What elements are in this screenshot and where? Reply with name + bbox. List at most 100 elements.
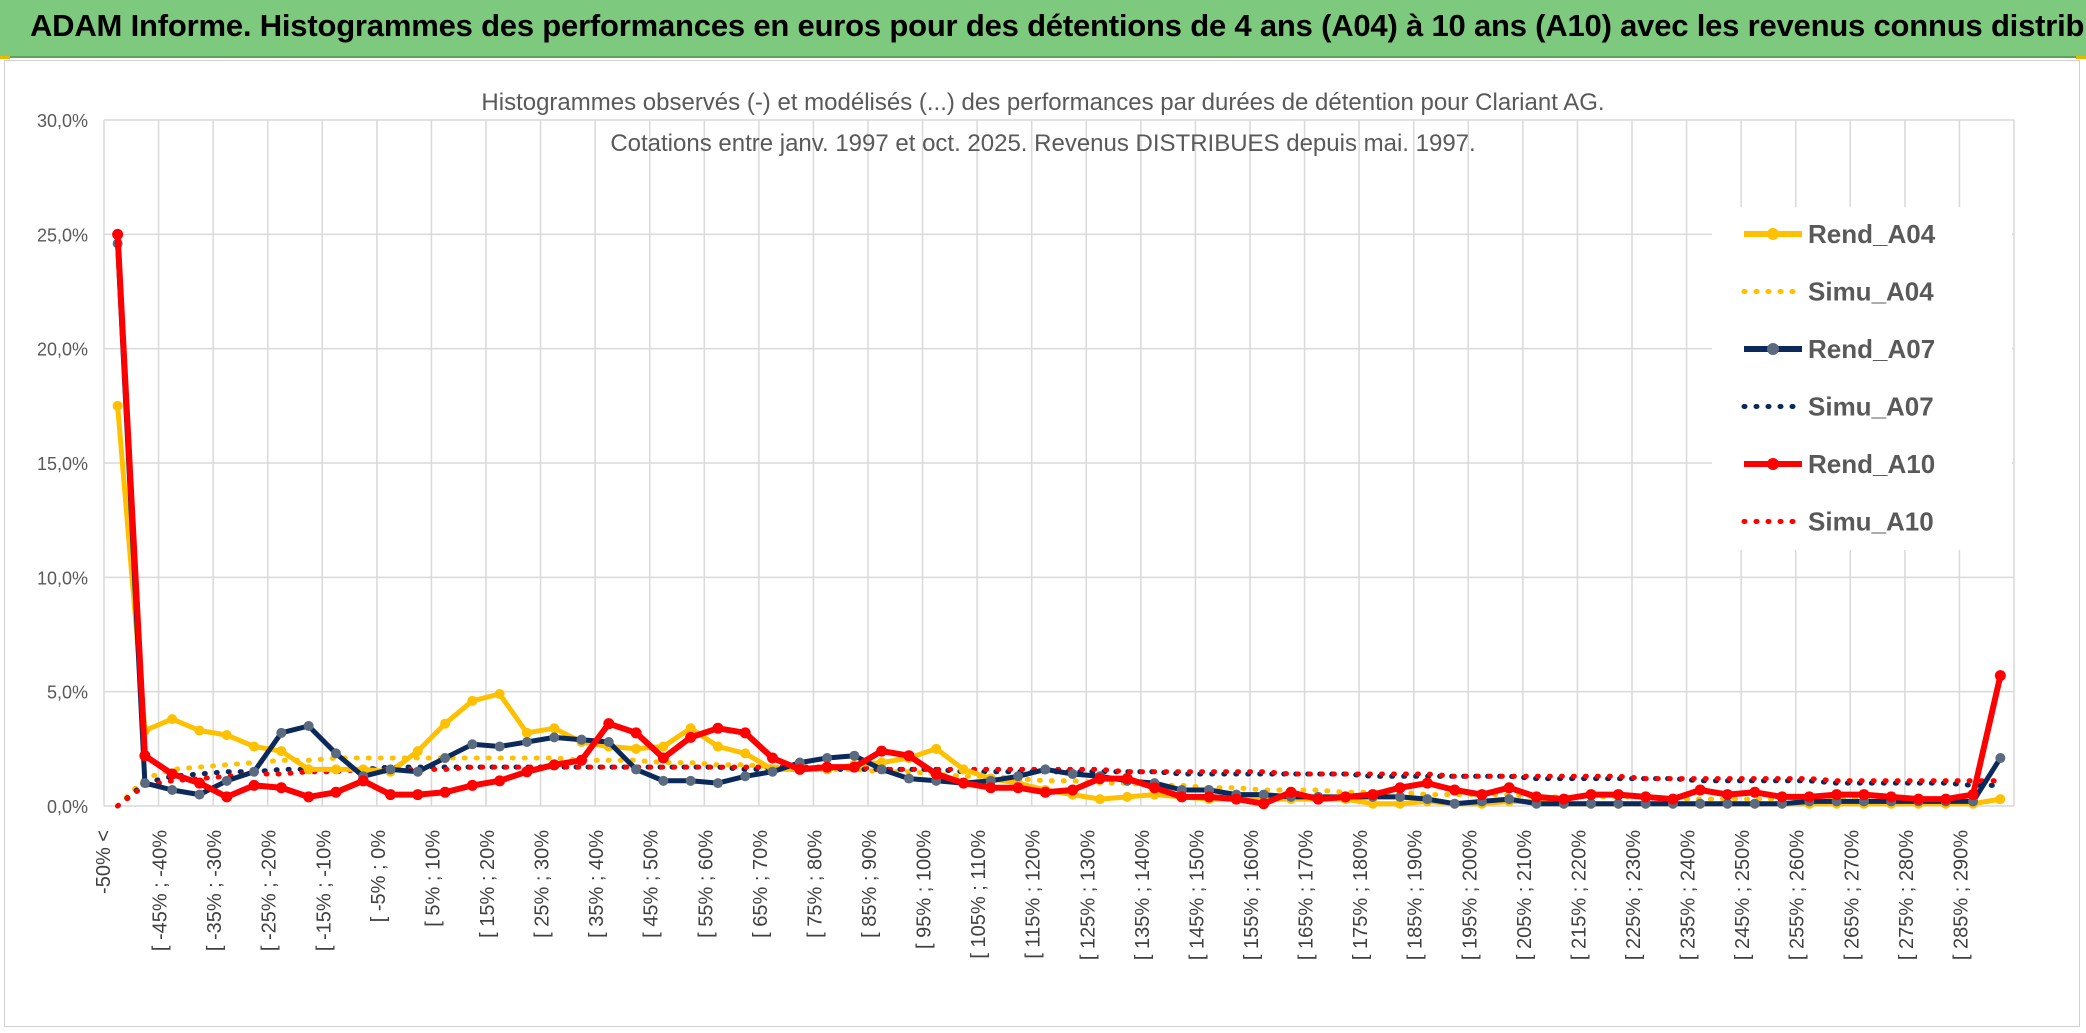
data-point-rend-a04 xyxy=(549,723,560,734)
data-point-rend-a07 xyxy=(1067,768,1078,779)
data-point-rend-a10 xyxy=(1913,793,1924,805)
data-point-rend-a10 xyxy=(194,777,205,789)
x-tick-label: [ 265% ; 270% xyxy=(1841,830,1863,960)
data-point-rend-a10 xyxy=(1667,793,1679,805)
y-tick-label: 15,0% xyxy=(37,454,88,474)
data-point-rend-a07 xyxy=(658,775,669,786)
data-point-rend-a07 xyxy=(603,736,614,747)
report-title: ADAM Informe. Histogrammes des performan… xyxy=(30,8,2086,43)
data-point-rend-a07 xyxy=(1613,798,1624,809)
data-point-rend-a10 xyxy=(1394,782,1406,794)
data-point-rend-a07 xyxy=(1013,771,1024,782)
y-tick-label: 25,0% xyxy=(37,225,88,245)
y-tick-label: 0,0% xyxy=(47,797,88,817)
x-tick-label: [ 245% ; 250% xyxy=(1732,830,1754,960)
x-tick-label: [ 275% ; 280% xyxy=(1896,830,1918,960)
x-tick-label: [ 255% ; 260% xyxy=(1787,830,1809,960)
x-tick-label: [ 45% ; 50% xyxy=(641,830,663,938)
data-point-rend-a04 xyxy=(249,741,260,752)
x-tick-label: [ 105% ; 110% xyxy=(968,830,990,959)
data-point-rend-a10 xyxy=(1421,777,1433,789)
data-point-rend-a10 xyxy=(330,786,342,798)
data-point-rend-a07 xyxy=(440,752,451,763)
title-banner: ADAM Informe. Histogrammes des performan… xyxy=(0,0,2086,58)
data-point-rend-a07 xyxy=(276,727,287,738)
data-point-rend-a10 xyxy=(739,727,751,739)
data-point-rend-a07 xyxy=(1504,794,1515,805)
data-point-rend-a07 xyxy=(549,732,560,743)
chart-subtitle: Cotations entre janv. 1997 et oct. 2025.… xyxy=(610,130,1475,157)
data-point-rend-a07 xyxy=(822,752,833,763)
series-line-rend-a07 xyxy=(115,243,2003,807)
x-tick-label: -50% < xyxy=(93,830,115,894)
data-point-rend-a04 xyxy=(276,746,287,757)
data-point-rend-a10 xyxy=(630,727,642,739)
legend: Rend_A04 Simu_A04 Rend_A07 Simu_A07 Rend_A10… xyxy=(1712,207,2012,550)
legend-label: Simu_A10 xyxy=(1808,507,1934,537)
series-line-rend-a10 xyxy=(114,234,2004,807)
data-point-rend-a07 xyxy=(1258,789,1269,800)
data-point-rend-a10 xyxy=(1585,789,1597,801)
data-point-rend-a07 xyxy=(1749,798,1760,809)
data-point-rend-a07 xyxy=(494,741,505,752)
data-point-rend-a10 xyxy=(1476,789,1488,801)
data-point-rend-a07 xyxy=(1722,798,1733,809)
data-point-rend-a07 xyxy=(876,764,887,775)
data-point-rend-a10 xyxy=(466,779,478,791)
x-tick-label: [ -15% ; -10% xyxy=(313,830,335,951)
data-point-rend-a10 xyxy=(712,722,724,734)
data-point-rend-a04 xyxy=(112,400,123,411)
data-point-rend-a10 xyxy=(1285,786,1297,798)
data-point-rend-a07 xyxy=(576,734,587,745)
legend-marker xyxy=(1767,343,1779,355)
data-point-rend-a10 xyxy=(1121,773,1133,785)
data-point-rend-a07 xyxy=(467,739,478,750)
data-point-rend-a07 xyxy=(740,771,751,782)
data-point-rend-a04 xyxy=(876,757,887,768)
data-point-rend-a04 xyxy=(221,730,232,741)
data-point-rend-a10 xyxy=(166,768,178,780)
data-point-rend-a10 xyxy=(1367,789,1379,801)
corner-mark xyxy=(0,56,10,59)
data-point-rend-a10 xyxy=(1640,791,1652,803)
data-point-rend-a10 xyxy=(1967,789,1979,801)
data-point-rend-a10 xyxy=(412,789,424,801)
data-point-rend-a10 xyxy=(357,775,369,787)
x-tick-label: [ 235% ; 240% xyxy=(1678,830,1700,960)
data-point-rend-a10 xyxy=(685,731,697,743)
y-tick-label: 20,0% xyxy=(37,340,88,360)
data-point-rend-a10 xyxy=(1312,793,1324,805)
x-tick-label: [ 175% ; 180% xyxy=(1350,830,1372,960)
data-point-rend-a10 xyxy=(1803,791,1815,803)
data-point-rend-a07 xyxy=(685,775,696,786)
data-point-rend-a04 xyxy=(658,741,669,752)
data-point-rend-a07 xyxy=(631,764,642,775)
data-point-rend-a10 xyxy=(930,768,942,780)
data-point-rend-a07 xyxy=(521,736,532,747)
data-point-rend-a10 xyxy=(821,761,833,773)
x-tick-label: [ -5% ; 0% xyxy=(368,830,390,922)
x-tick-label: [ 65% ; 70% xyxy=(750,830,772,938)
data-point-rend-a10 xyxy=(794,763,806,775)
data-point-rend-a10 xyxy=(112,228,124,240)
legend-marker xyxy=(1767,228,1779,240)
data-point-rend-a10 xyxy=(1858,789,1870,801)
data-point-rend-a10 xyxy=(1749,786,1761,798)
series-line-simu-a04 xyxy=(115,755,2003,809)
x-tick-label: [ 115% ; 120% xyxy=(1023,830,1045,959)
data-point-rend-a10 xyxy=(1230,793,1242,805)
data-point-rend-a04 xyxy=(303,764,314,775)
x-axis: -50% < [ -45% ; -40% [ -35% ; -30% [ -25% ;… xyxy=(93,830,1972,960)
x-tick-label: [ -25% ; -20% xyxy=(259,830,281,951)
x-tick-label: [ 225% ; 230% xyxy=(1623,830,1645,960)
data-point-rend-a07 xyxy=(139,778,150,789)
legend-label: Rend_A10 xyxy=(1808,449,1935,479)
x-tick-label: [ 285% ; 290% xyxy=(1950,830,1972,960)
x-tick-label: [ 35% ; 40% xyxy=(586,830,608,938)
data-point-rend-a10 xyxy=(1149,782,1160,794)
data-point-rend-a07 xyxy=(712,778,723,789)
data-point-rend-a07 xyxy=(249,766,260,777)
data-point-rend-a10 xyxy=(139,750,151,762)
data-point-rend-a10 xyxy=(521,766,533,778)
data-point-rend-a10 xyxy=(1994,670,2006,682)
